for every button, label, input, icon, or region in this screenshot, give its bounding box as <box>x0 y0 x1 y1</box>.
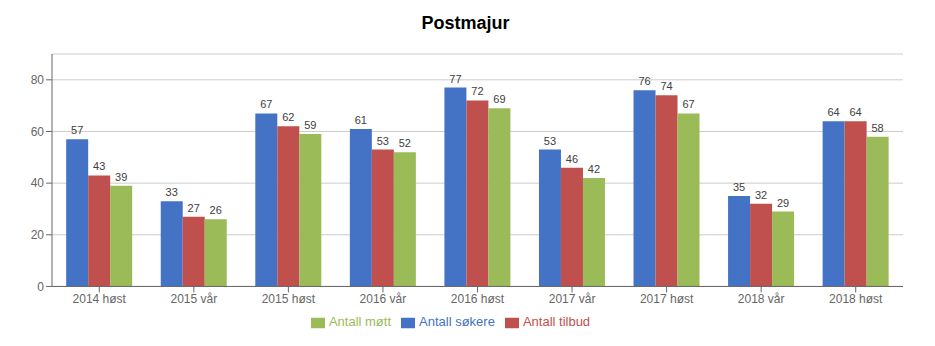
svg-text:46: 46 <box>566 153 578 165</box>
svg-text:35: 35 <box>733 181 745 193</box>
svg-text:40: 40 <box>31 176 45 190</box>
svg-text:33: 33 <box>166 186 178 198</box>
svg-text:64: 64 <box>850 106 862 118</box>
svg-text:32: 32 <box>755 189 767 201</box>
svg-text:53: 53 <box>544 135 556 147</box>
svg-text:42: 42 <box>588 163 600 175</box>
svg-text:58: 58 <box>872 122 884 134</box>
svg-text:77: 77 <box>449 73 461 85</box>
svg-text:0: 0 <box>37 280 44 294</box>
svg-text:2016 høst: 2016 høst <box>451 292 505 306</box>
svg-text:43: 43 <box>93 160 105 172</box>
svg-text:60: 60 <box>31 125 45 139</box>
svg-text:20: 20 <box>31 228 45 242</box>
html-text:Antall tilbud: Antall tilbud <box>522 314 591 330</box>
svg-text:64: 64 <box>828 106 840 118</box>
svg-text:74: 74 <box>660 80 672 92</box>
svg-text:39: 39 <box>115 171 127 183</box>
svg-text:67: 67 <box>682 98 694 110</box>
svg-text:53: 53 <box>377 135 389 147</box>
svg-text:67: 67 <box>260 98 272 110</box>
svg-text:2016 vår: 2016 vår <box>360 292 407 306</box>
svg-text:62: 62 <box>282 111 294 123</box>
html-text:Antall søkere: Antall søkere <box>419 314 495 330</box>
svg-text:2015 høst: 2015 høst <box>262 292 316 306</box>
svg-text:2015 vår: 2015 vår <box>170 292 217 306</box>
svg-text:2018 høst: 2018 høst <box>829 292 883 306</box>
svg-text:27: 27 <box>188 202 200 214</box>
svg-text:61: 61 <box>355 114 367 126</box>
html-text:Postmajur: Postmajur <box>421 13 510 33</box>
svg-text:76: 76 <box>638 75 650 87</box>
svg-text:72: 72 <box>471 85 483 97</box>
svg-text:69: 69 <box>493 93 505 105</box>
svg-text:2017 høst: 2017 høst <box>640 292 694 306</box>
svg-text:80: 80 <box>31 73 45 87</box>
svg-text:26: 26 <box>210 204 222 216</box>
svg-text:57: 57 <box>71 124 83 136</box>
svg-text:2017 vår: 2017 vår <box>549 292 596 306</box>
svg-text:2018 vår: 2018 vår <box>738 292 785 306</box>
svg-text:2014 høst: 2014 høst <box>73 292 127 306</box>
svg-text:29: 29 <box>777 197 789 209</box>
svg-text:59: 59 <box>304 119 316 131</box>
svg-text:52: 52 <box>399 137 411 149</box>
html-text:Antall møtt: Antall møtt <box>328 314 391 330</box>
